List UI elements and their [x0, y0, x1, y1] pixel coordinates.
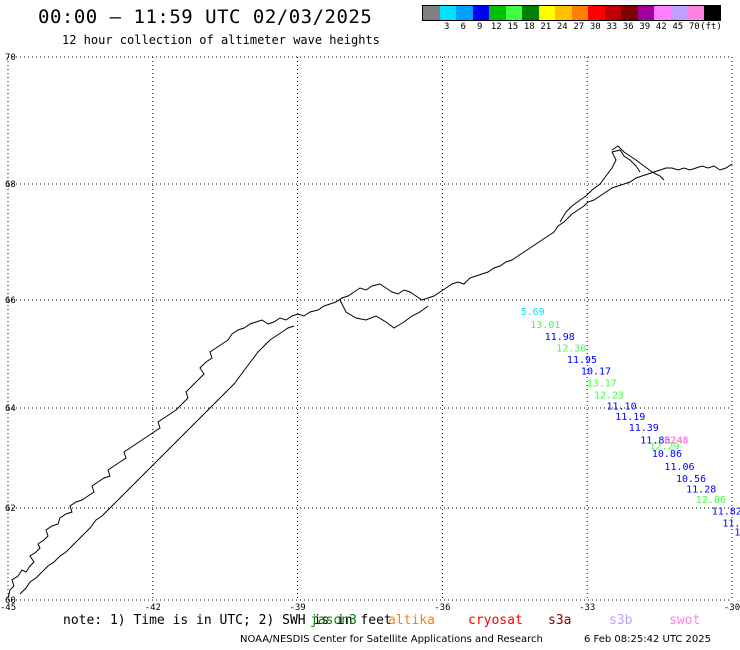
wave-height-label: 13.01	[530, 320, 560, 331]
wave-height-label: 0248	[664, 436, 688, 447]
color-scale-ticks: 3 6 9 12 15 18 21 24 27 30 33 36 39 42 45 70 (ft)	[422, 22, 740, 34]
wave-height-label: 11.06	[664, 462, 694, 473]
color-swatch	[604, 6, 621, 20]
wave-height-label: 11.28	[686, 485, 716, 496]
color-scale-tick-label: 9	[477, 22, 483, 32]
color-scale-tick-label: 33	[606, 22, 618, 32]
wave-height-label: 11.28	[734, 528, 740, 539]
map-title: 00:00 – 11:59 UTC 02/03/2025	[38, 6, 373, 28]
color-swatch	[505, 6, 522, 20]
longitude-tick-label: -45	[0, 603, 16, 613]
latitude-tick-label: 64	[5, 404, 16, 414]
generated-timestamp: 6 Feb 08:25:42 UTC 2025	[584, 634, 711, 645]
longitude-tick-label: -30	[724, 603, 740, 613]
longitude-tick-label: -36	[434, 603, 450, 613]
satellite-legend-item: s3b	[609, 613, 633, 628]
satellite-legend-item: swot	[669, 613, 701, 628]
color-swatch	[472, 6, 489, 20]
color-scale-tick-label: 45	[672, 22, 684, 32]
latitude-tick-label: 60	[5, 596, 16, 606]
color-swatch	[555, 6, 572, 20]
fjord-islands	[559, 149, 641, 223]
color-scale-tick-label: 18	[523, 22, 535, 32]
east-cape-outline	[611, 145, 665, 181]
map-subtitle: 12 hour collection of altimeter wave hei…	[62, 33, 380, 47]
wave-height-label: 11.39	[629, 423, 659, 434]
wave-height-label: 11.98	[545, 332, 575, 343]
satellite-legend-item: s3a	[548, 613, 572, 628]
latitude-tick-label: 62	[5, 504, 16, 514]
credit-line: NOAA/NESDIS Center for Satellite Applica…	[240, 634, 543, 645]
wave-height-label: 12.29	[649, 442, 679, 453]
wave-height-label: 12.30	[556, 343, 586, 354]
wave-height-label: 12.06	[696, 495, 726, 506]
wave-height-label: 5.69	[521, 307, 545, 318]
color-swatch	[687, 6, 704, 20]
wave-height-label: 10.86	[652, 449, 682, 460]
color-scale-unit: (ft)	[700, 22, 722, 32]
longitude-tick-label: -33	[579, 603, 595, 613]
color-scale-tick-label: 3	[444, 22, 450, 32]
fjord-kangerlussuaq	[339, 299, 429, 329]
footer-note: note: 1) Time is in UTC; 2) SWH is in fe…	[63, 613, 392, 628]
color-scale-tick-label: 12	[490, 22, 502, 32]
color-scale-tick-label: 39	[639, 22, 651, 32]
wave-height-label: 11.10	[607, 402, 637, 413]
color-scale-tick-label: 30	[589, 22, 601, 32]
latitude-tick-label: 66	[5, 296, 16, 306]
color-scale-tick-label: 15	[507, 22, 519, 32]
color-scale-legend	[422, 5, 721, 21]
altimeter-track-labels: 5.6913.0111.9812.3011.9510.1713.1712.231…	[521, 307, 740, 557]
wave-height-label: 11.37	[722, 518, 740, 529]
color-swatch	[538, 6, 555, 20]
wave-height-label: 11.82	[712, 506, 740, 517]
color-swatch	[703, 6, 720, 20]
color-swatch	[621, 6, 638, 20]
color-scale-tick-label: 42	[655, 22, 667, 32]
wave-height-label: 11.83	[640, 436, 670, 447]
color-swatch	[670, 6, 687, 20]
color-swatch	[456, 6, 473, 20]
greenland-coastline	[7, 163, 733, 599]
wave-height-label: 11.95	[567, 355, 597, 366]
longitude-tick-label: -42	[145, 603, 161, 613]
color-scale-tick-label: 21	[540, 22, 552, 32]
greenland-fjords-inner	[19, 325, 295, 595]
satellite-legend-item: jason3	[310, 613, 357, 628]
wave-height-label: 10.17	[581, 367, 611, 378]
latitude-tick-label: 68	[5, 180, 16, 190]
color-swatch	[571, 6, 588, 20]
color-scale-tick-label: 36	[622, 22, 634, 32]
latitude-tick-label: 70	[5, 53, 16, 63]
wave-height-label: 12.23	[594, 390, 624, 401]
color-swatch	[423, 6, 440, 20]
graticule	[7, 56, 733, 601]
color-swatch	[654, 6, 671, 20]
color-swatch	[637, 6, 654, 20]
satellite-legend-item: altika	[388, 613, 435, 628]
axis-ticks: -45 -42 -39 -36 -33 -30 70 68 66 64 62 60	[0, 53, 740, 613]
color-scale-tick-label: 6	[460, 22, 466, 32]
color-scale-tick-label: 24	[556, 22, 568, 32]
wave-height-label: 10.56	[676, 474, 706, 485]
longitude-tick-label: -39	[289, 603, 305, 613]
satellite-legend-item: cryosat	[468, 613, 523, 628]
wave-height-label: 13.17	[587, 378, 617, 389]
color-swatch	[489, 6, 506, 20]
color-scale-tick-label: 27	[573, 22, 585, 32]
color-swatch	[439, 6, 456, 20]
coastline	[7, 145, 733, 599]
color-scale-tick-label: 70	[688, 22, 700, 32]
color-swatch	[588, 6, 605, 20]
color-swatch	[522, 6, 539, 20]
wave-height-label: 11.19	[615, 412, 645, 423]
